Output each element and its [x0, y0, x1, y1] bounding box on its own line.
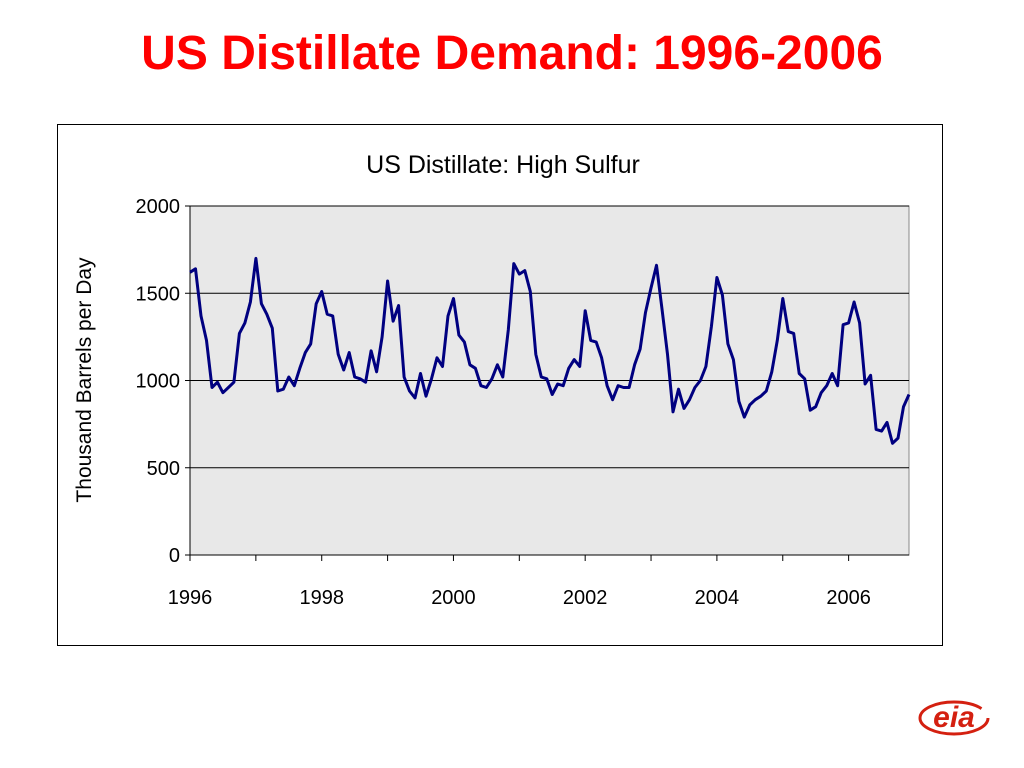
line-chart: US Distillate: High Sulfur 0 500 1000 1500 2… — [73, 151, 911, 609]
y-tick-label: 2000 — [136, 196, 181, 218]
series-layer — [189, 256, 911, 445]
y-tick-label: 500 — [147, 458, 180, 480]
eia-logo-text: eia — [933, 701, 975, 734]
x-tick-label: 2000 — [431, 587, 476, 609]
x-tick-label: 2006 — [826, 587, 871, 609]
x-tick-label: 2004 — [695, 587, 740, 609]
slide-title: US Distillate Demand: 1996-2006 — [141, 27, 883, 80]
y-tick-label: 1000 — [136, 371, 181, 393]
eia-logo: eia — [918, 700, 990, 736]
eia-logo-swoosh — [918, 700, 990, 736]
y-axis-label: Thousand Barrels per Day — [73, 257, 96, 503]
y-tick-label: 1500 — [136, 283, 181, 305]
chart-frame: US Distillate: High Sulfur 0 500 1000 1500 2… — [57, 124, 943, 646]
axes: 0 500 1000 1500 2000 1996 1998 2000 2002 2004 2006 — [136, 196, 909, 609]
y-tick-label: 0 — [169, 545, 180, 567]
x-tick-label: 2002 — [563, 587, 608, 609]
series-line-0 — [189, 256, 911, 445]
chart-title: US Distillate: High Sulfur — [366, 151, 640, 179]
gridlines — [190, 205, 909, 469]
x-tick-label: 1996 — [168, 587, 213, 609]
x-tick-label: 1998 — [299, 587, 344, 609]
